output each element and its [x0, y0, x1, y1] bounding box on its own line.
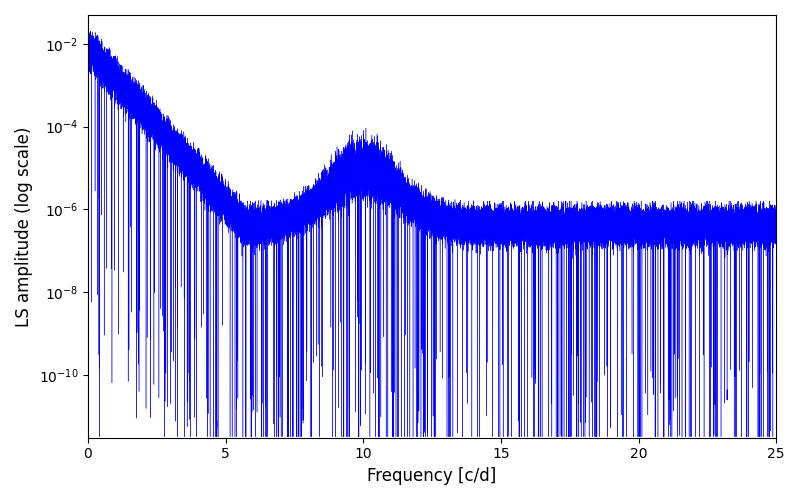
X-axis label: Frequency [c/d]: Frequency [c/d]	[367, 467, 497, 485]
Y-axis label: LS amplitude (log scale): LS amplitude (log scale)	[15, 126, 33, 326]
